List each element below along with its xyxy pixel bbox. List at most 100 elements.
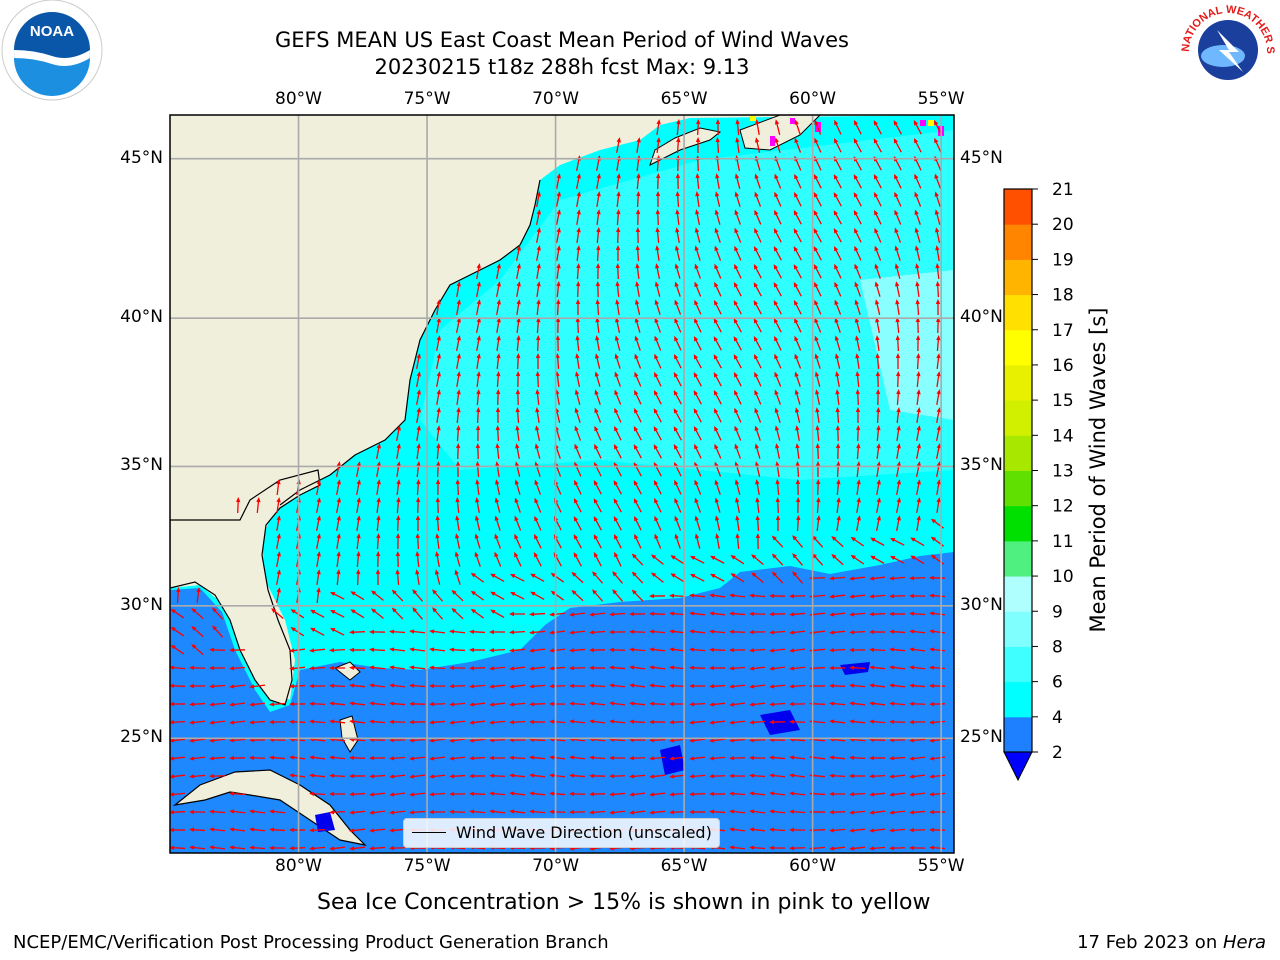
wave-arrow	[755, 533, 761, 550]
wave-arrow	[836, 461, 841, 478]
wave-arrow	[595, 263, 601, 280]
wave-arrow	[395, 551, 401, 568]
wave-arrow	[915, 263, 920, 280]
wave-arrow	[549, 755, 566, 760]
wave-arrow	[596, 173, 601, 190]
wave-arrow	[635, 245, 640, 262]
wave-arrow	[176, 587, 181, 604]
wave-arrow	[874, 245, 882, 261]
wave-arrow	[616, 209, 621, 226]
wave-arrow	[795, 425, 800, 442]
wave-arrow	[449, 647, 466, 652]
wave-arrow	[775, 515, 781, 532]
wave-arrow	[589, 665, 606, 671]
wave-arrow	[509, 630, 526, 635]
colorbar-tick-label-12: 17	[1052, 321, 1074, 341]
wave-arrow	[209, 809, 226, 814]
wave-arrow	[695, 173, 700, 190]
wave-arrow	[613, 533, 622, 549]
wave-arrow	[409, 756, 426, 761]
wave-arrow	[774, 209, 782, 225]
wave-arrow	[695, 209, 701, 225]
wave-arrow	[336, 569, 341, 586]
wave-arrow	[936, 479, 941, 496]
wave-arrow	[595, 299, 600, 316]
wave-arrow	[936, 371, 941, 388]
wave-arrow	[596, 191, 601, 208]
wave-arrow	[489, 684, 506, 689]
wave-arrow	[615, 299, 620, 316]
wave-arrow	[774, 407, 781, 423]
wave-arrow	[833, 174, 842, 189]
wave-arrow	[336, 461, 341, 477]
wave-arrow	[629, 719, 646, 724]
wave-arrow	[555, 353, 560, 370]
wave-arrow	[436, 389, 441, 406]
wave-arrow	[674, 317, 682, 333]
wave-arrow	[209, 738, 226, 743]
wave-arrow	[835, 425, 841, 442]
wave-arrow	[633, 498, 642, 513]
wave-arrow	[349, 701, 366, 706]
wave-arrow	[474, 551, 481, 567]
wave-arrow	[654, 335, 662, 351]
wave-arrow	[753, 318, 762, 333]
wave-arrow	[209, 773, 226, 779]
wave-arrow	[829, 594, 846, 599]
wave-arrow	[869, 665, 886, 670]
wave-arrow	[935, 299, 941, 316]
wave-arrow	[834, 119, 842, 135]
wave-arrow	[789, 648, 806, 653]
wave-arrow	[876, 497, 881, 513]
colorbar-segment-11	[1004, 329, 1032, 366]
wave-arrow	[432, 607, 444, 620]
wave-arrow	[876, 461, 881, 478]
wave-arrow	[209, 702, 226, 707]
wave-arrow	[669, 756, 686, 761]
wave-arrow	[895, 299, 900, 316]
wave-arrow	[549, 719, 566, 724]
wave-arrow	[556, 245, 561, 262]
wave-arrow	[509, 684, 526, 689]
colorbar-tick-label-6: 11	[1052, 532, 1074, 552]
wave-arrow	[789, 719, 806, 725]
wave-arrow	[694, 317, 702, 333]
wave-arrow	[369, 792, 386, 797]
wave-arrow	[915, 281, 920, 298]
wave-arrow	[894, 263, 901, 279]
wave-arrow	[875, 335, 880, 352]
wave-arrow	[594, 425, 602, 441]
wave-arrow	[754, 443, 761, 459]
wave-arrow	[515, 389, 521, 406]
wave-arrow	[456, 407, 461, 424]
wave-arrow	[869, 611, 886, 617]
wave-arrow	[549, 773, 566, 778]
wave-arrow	[576, 209, 581, 226]
wave-arrow	[815, 389, 821, 405]
wave-arrow	[276, 587, 281, 603]
wave-arrow	[514, 533, 522, 549]
wave-arrow	[834, 299, 842, 315]
wave-arrow	[735, 137, 740, 154]
land-florida	[170, 469, 321, 706]
wave-arrow	[494, 497, 501, 513]
wave-arrow	[729, 755, 746, 761]
wave-arrow	[535, 335, 541, 352]
wave-arrow	[415, 569, 420, 586]
wave-arrow	[929, 792, 946, 797]
wave-arrow	[429, 756, 446, 761]
colorbar-segment-9	[1004, 400, 1032, 436]
wave-arrow	[369, 647, 386, 652]
wave-arrow	[874, 227, 882, 243]
wave-arrow	[435, 551, 440, 567]
wave-arrow	[789, 684, 806, 689]
wave-arrow	[495, 407, 501, 424]
wave-arrow	[229, 647, 246, 653]
wave-arrow	[675, 191, 680, 208]
wave-arrow	[475, 461, 480, 478]
wave-arrow	[774, 425, 781, 441]
sea-ice-1	[920, 120, 926, 126]
wave-arrow	[693, 425, 702, 441]
wave-arrow	[875, 371, 881, 388]
